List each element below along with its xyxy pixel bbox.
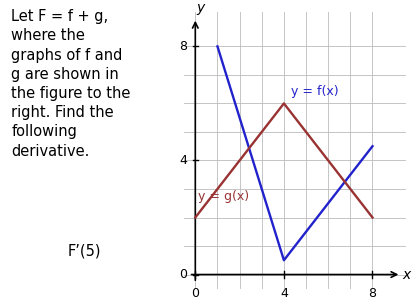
Text: x: x — [401, 268, 410, 282]
Text: 8: 8 — [368, 287, 375, 300]
Text: y: y — [196, 1, 204, 15]
Text: 4: 4 — [179, 154, 187, 167]
Text: 4: 4 — [279, 287, 287, 300]
Text: 0: 0 — [191, 287, 199, 300]
Text: 8: 8 — [179, 40, 187, 53]
Text: F’(5): F’(5) — [67, 243, 101, 258]
Text: y = f(x): y = f(x) — [290, 85, 337, 98]
Text: y = g(x): y = g(x) — [197, 190, 248, 203]
Text: 0: 0 — [179, 268, 187, 281]
Text: Let F = f + g,
where the
graphs of f and
g are shown in
the figure to the
right.: Let F = f + g, where the graphs of f and… — [11, 9, 131, 158]
